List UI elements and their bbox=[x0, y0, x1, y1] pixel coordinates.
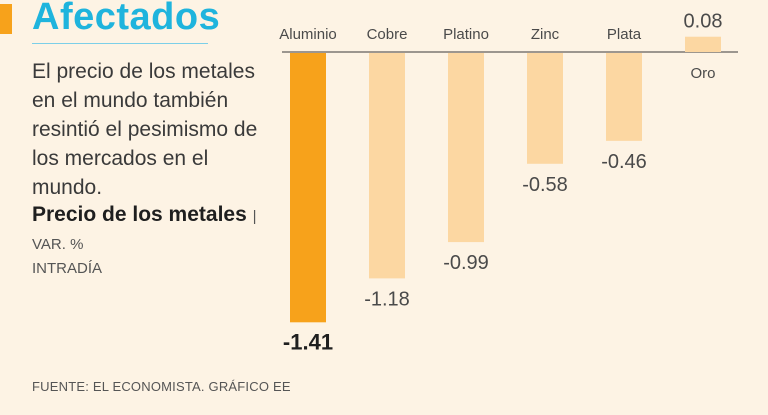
value-label-oro: 0.08 bbox=[684, 11, 723, 33]
value-label-plata: -0.46 bbox=[601, 151, 647, 173]
page-title: Afectados bbox=[32, 0, 221, 38]
category-label-oro: Oro bbox=[690, 65, 715, 82]
value-label-platino: -0.99 bbox=[443, 252, 489, 274]
bar-oro bbox=[685, 36, 721, 52]
source-note: FUENTE: EL ECONOMISTA. GRÁFICO EE bbox=[32, 379, 291, 394]
title-accent-bar bbox=[0, 4, 12, 34]
category-label-cobre: Cobre bbox=[367, 26, 408, 43]
bar-aluminio bbox=[290, 53, 326, 323]
chart-subtitle-unit: | VAR. % bbox=[32, 208, 257, 253]
bar-platino bbox=[448, 53, 484, 243]
chart-subtitle: Precio de los metales | VAR. % INTRADÍA bbox=[32, 202, 282, 280]
description-text: El precio de los metales en el mundo tam… bbox=[32, 60, 258, 199]
value-label-cobre: -1.18 bbox=[364, 288, 410, 310]
category-label-platino: Platino bbox=[443, 26, 489, 43]
value-label-zinc: -0.58 bbox=[522, 174, 568, 196]
bar-plata bbox=[606, 53, 642, 141]
chart-subtitle-bold: Precio de los metales bbox=[32, 203, 247, 226]
chart-subtitle-unit-line2: INTRADÍA bbox=[32, 260, 103, 277]
bar-cobre bbox=[369, 53, 405, 279]
category-label-aluminio: Aluminio bbox=[279, 26, 337, 43]
category-label-zinc: Zinc bbox=[531, 26, 560, 43]
value-label-aluminio: -1.41 bbox=[283, 329, 333, 354]
title-underline bbox=[32, 43, 208, 44]
category-label-plata: Plata bbox=[607, 26, 642, 43]
bar-zinc bbox=[527, 53, 563, 164]
